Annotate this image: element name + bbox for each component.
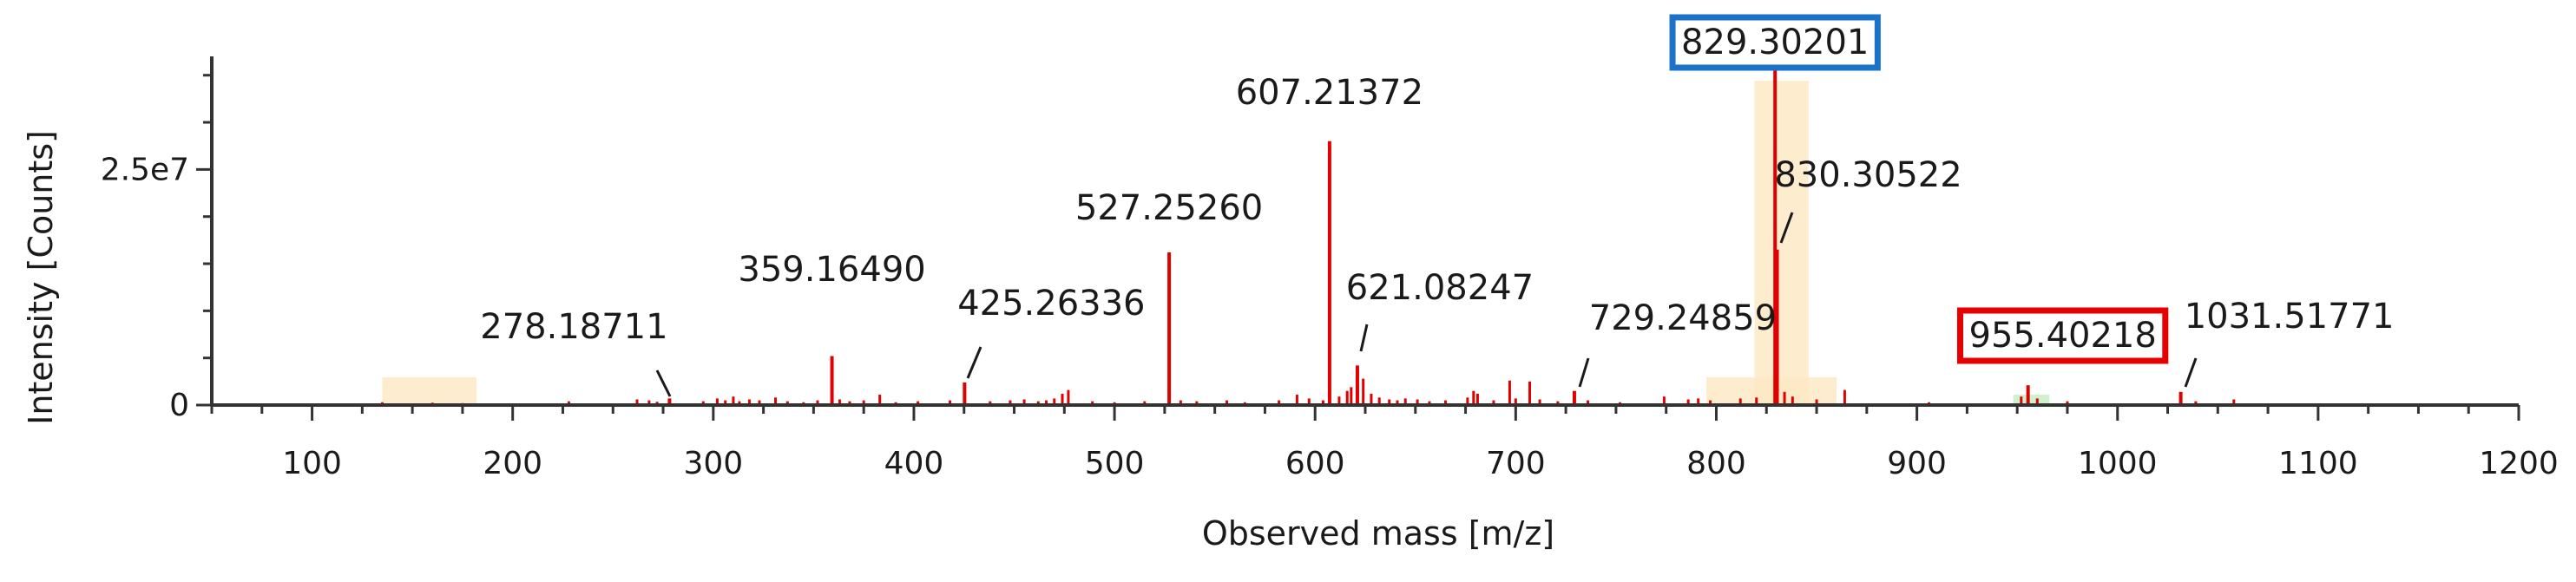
y-axis-title: Intensity [Counts]	[22, 130, 60, 425]
peak-label: 621.08247	[1346, 268, 1534, 308]
x-tick-label: 100	[282, 446, 342, 481]
axes: 100 200 300 400 500 600 700 800 900 1000 1100 1200 0…	[101, 56, 2559, 481]
x-tick-label: 800	[1686, 446, 1746, 481]
peak-label: 729.24859	[1589, 298, 1777, 338]
x-axis-title: Observed mass [m/z]	[1202, 514, 1554, 553]
x-tick-label: 900	[1887, 446, 1947, 481]
peak-label: 278.18711	[480, 307, 667, 347]
peak-label-leader	[2184, 357, 2198, 388]
highlight-region	[382, 377, 477, 405]
peak-label: 830.30522	[1774, 155, 1962, 195]
y-tick-label: 0	[169, 388, 189, 423]
green-highlight-region	[2013, 395, 2050, 405]
peak-label: 359.16490	[738, 250, 925, 290]
peak-label-box	[1669, 14, 1881, 71]
peak-label: 425.26336	[957, 284, 1145, 324]
peak-label-leader	[966, 346, 982, 379]
peak-label-leader	[1779, 212, 1794, 244]
peak-label-leader	[1578, 357, 1590, 388]
x-tick-label: 400	[884, 446, 944, 481]
peak-label: 527.25260	[1075, 188, 1263, 228]
x-tick-label: 700	[1486, 446, 1546, 481]
x-tick-label: 300	[683, 446, 743, 481]
x-tick-label: 1000	[2078, 446, 2158, 481]
peak-labels: 278.18711 359.16490 425.26336 527.25260 607.…	[480, 14, 2395, 397]
y-tick-label: 2.5e7	[101, 152, 189, 187]
x-tick-label: 1200	[2479, 446, 2559, 481]
x-tick-label: 200	[483, 446, 542, 481]
x-tick-label: 1100	[2278, 446, 2358, 481]
peak-label-leader	[655, 369, 672, 397]
peak-label: 607.21372	[1236, 73, 1423, 113]
x-tick-label: 500	[1085, 446, 1145, 481]
peak-label-leader	[1359, 324, 1369, 352]
spectrum-bars	[380, 65, 2236, 405]
peak-label: 1031.51771	[2185, 297, 2395, 337]
x-tick-label: 600	[1285, 446, 1345, 481]
peak-label-box	[1957, 307, 2169, 364]
peak-label: 829.30201	[1681, 23, 1869, 62]
peak-label: 955.40218	[1969, 316, 2157, 356]
highlight-regions	[382, 81, 2050, 405]
